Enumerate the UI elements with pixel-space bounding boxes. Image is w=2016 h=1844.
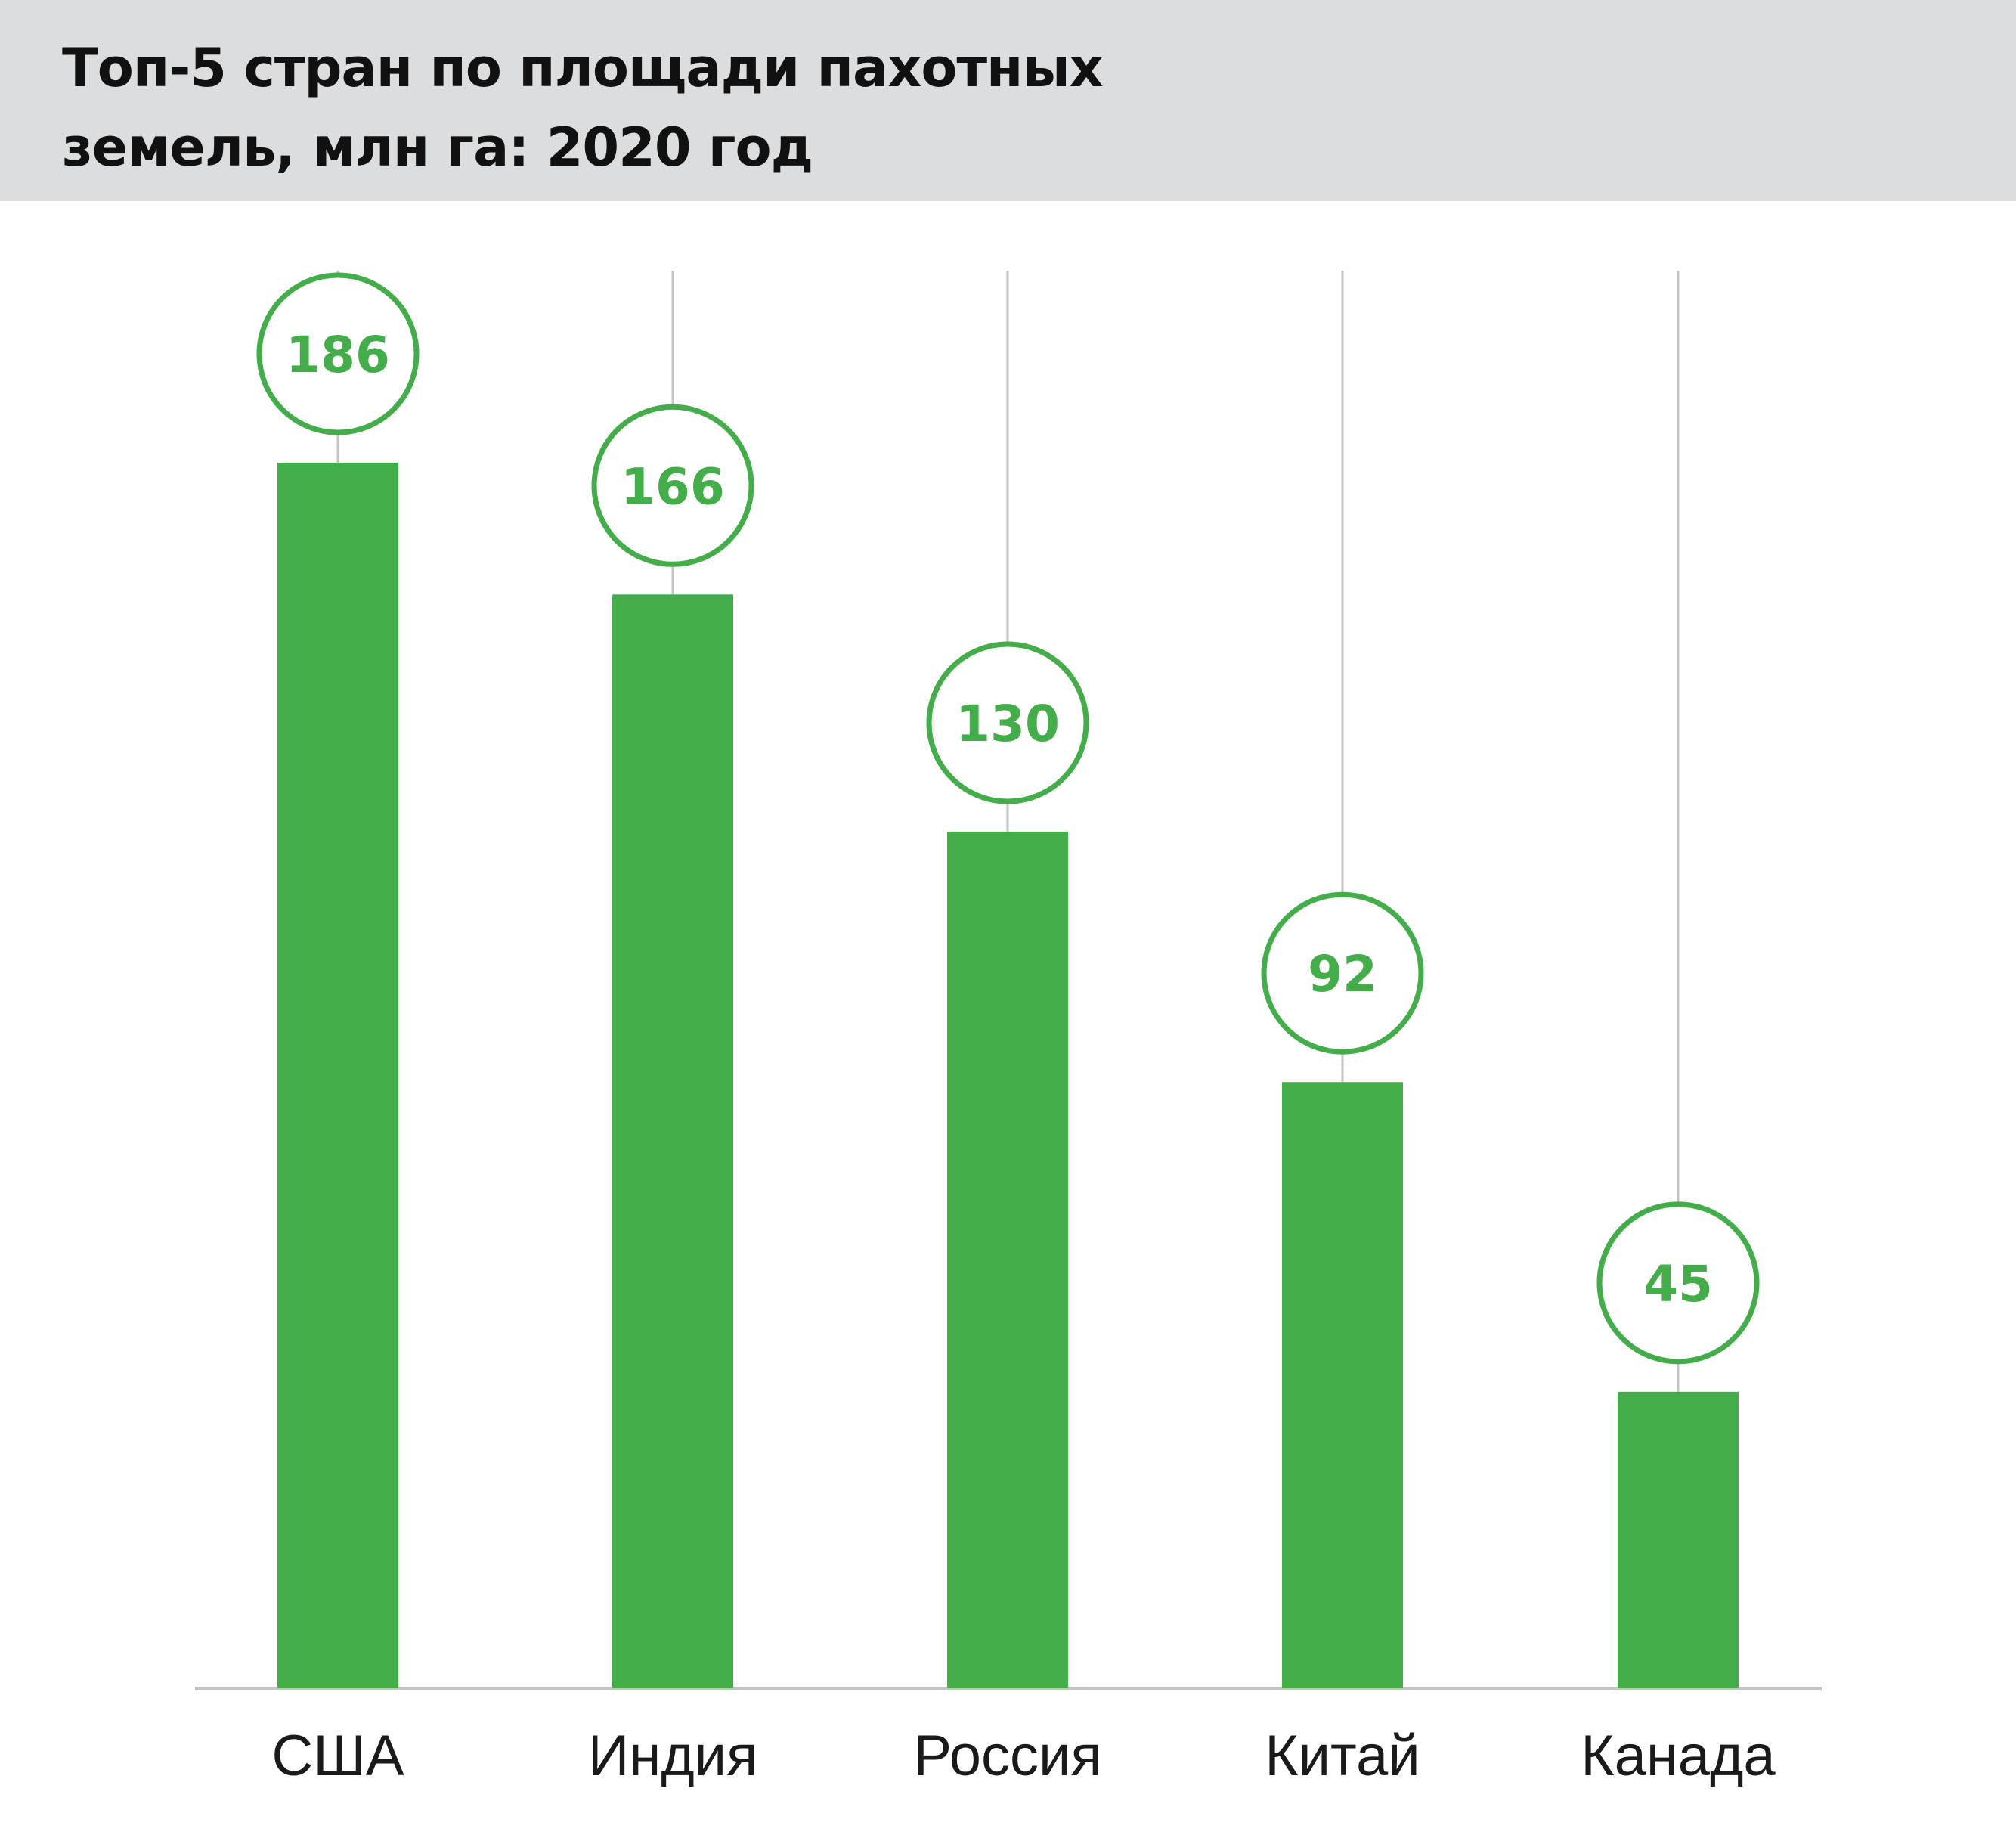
x-tick-label: Китай bbox=[1265, 1724, 1420, 1788]
value-label-circle bbox=[591, 404, 754, 567]
chart-title: Топ-5 стран по площади пахотных земель, … bbox=[62, 37, 1104, 178]
data-label: 166 bbox=[621, 457, 725, 516]
data-label: 130 bbox=[955, 695, 1060, 753]
data-label: 186 bbox=[286, 326, 390, 384]
bar bbox=[277, 463, 398, 1688]
value-label-circle bbox=[926, 641, 1089, 804]
x-tick-label: США bbox=[271, 1724, 404, 1788]
data-label: 92 bbox=[1308, 945, 1377, 1003]
x-tick-label: Индия bbox=[588, 1724, 758, 1788]
x-tick-label: Канада bbox=[1581, 1724, 1776, 1788]
value-label-circle bbox=[1261, 891, 1424, 1055]
value-label-circle bbox=[256, 272, 420, 435]
bar bbox=[1282, 1082, 1403, 1688]
x-tick-label: Россия bbox=[913, 1724, 1101, 1788]
bar bbox=[947, 832, 1068, 1688]
value-label-circle bbox=[1596, 1201, 1760, 1365]
bar bbox=[1618, 1391, 1739, 1688]
bar bbox=[612, 594, 733, 1689]
title-banner: Топ-5 стран по площади пахотных земель, … bbox=[0, 0, 2016, 201]
data-label: 45 bbox=[1643, 1255, 1713, 1313]
